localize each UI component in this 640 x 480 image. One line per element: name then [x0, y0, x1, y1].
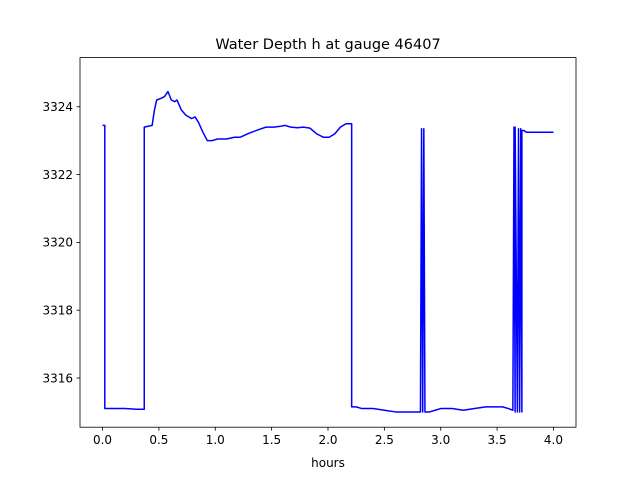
x-tick-label: 2.0: [318, 433, 337, 447]
series-line-0: [102, 90, 554, 413]
y-tick-label: 3324: [42, 100, 73, 114]
x-axis: 0.0 0.5 1.0 1.5 2.0 2.5 3.0 3.5 4.0: [93, 427, 563, 447]
y-tick-label: 3318: [42, 304, 73, 318]
x-tick-label: 2.5: [375, 433, 394, 447]
chart-title: Water Depth h at gauge 46407: [215, 37, 440, 53]
x-tick-label: 4.0: [544, 433, 563, 447]
x-tick-label: 3.5: [488, 433, 507, 447]
y-tick-label: 3320: [42, 236, 73, 250]
y-tick-label: 3322: [42, 168, 73, 182]
x-tick-label: 3.0: [431, 433, 450, 447]
x-tick-label: 1.0: [206, 433, 225, 447]
y-tick-label: 3316: [42, 371, 73, 385]
x-tick-label: 0.5: [149, 433, 168, 447]
y-axis: 3316 3318 3320 3322 3324: [42, 100, 80, 385]
data-layer: [102, 90, 554, 413]
x-axis-label: hours: [311, 456, 345, 470]
x-tick-label: 0.0: [93, 433, 112, 447]
x-tick-label: 1.5: [262, 433, 281, 447]
